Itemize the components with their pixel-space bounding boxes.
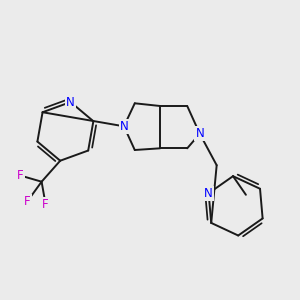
Text: N: N bbox=[66, 96, 75, 109]
Text: F: F bbox=[17, 169, 24, 182]
Text: N: N bbox=[195, 127, 204, 140]
Text: N: N bbox=[120, 120, 128, 133]
Text: N: N bbox=[204, 187, 213, 200]
Text: F: F bbox=[42, 198, 49, 211]
Text: F: F bbox=[24, 195, 31, 208]
